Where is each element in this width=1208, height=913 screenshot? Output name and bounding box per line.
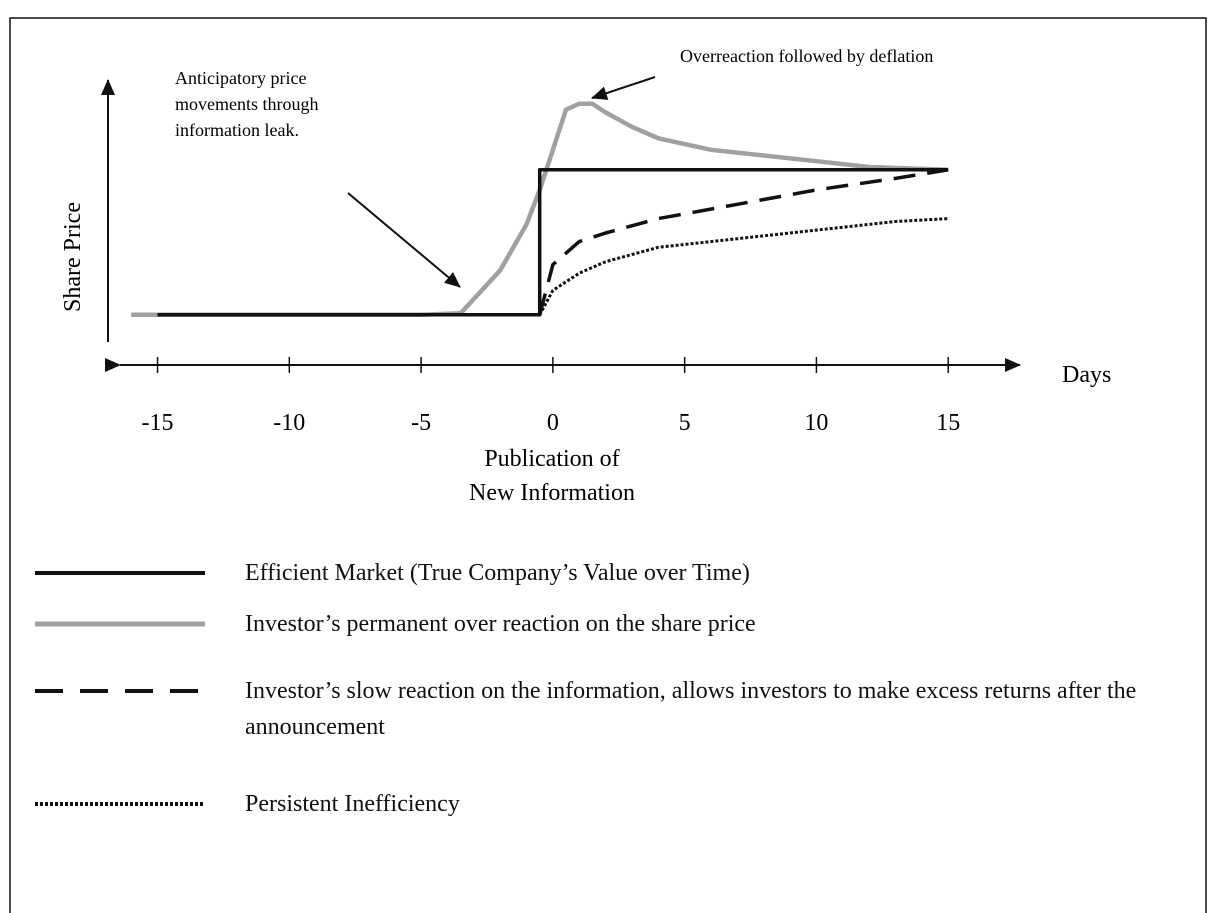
legend-label: Efficient Market (True Company’s Value o… bbox=[245, 560, 750, 586]
annotation: movements through bbox=[175, 94, 318, 114]
annotation: information leak. bbox=[175, 120, 299, 140]
series-line bbox=[131, 101, 949, 318]
annotation-arrow bbox=[347, 192, 461, 288]
x-tick-label: 0 bbox=[547, 410, 559, 436]
x-tick-label: -5 bbox=[411, 410, 431, 436]
x-tick-label: 10 bbox=[804, 410, 828, 436]
x-note: New Information bbox=[469, 480, 635, 506]
annotation: Anticipatory price bbox=[175, 68, 306, 88]
series-line bbox=[538, 168, 949, 316]
x-tick-label: -15 bbox=[142, 410, 174, 436]
x-note: Publication of bbox=[484, 446, 619, 472]
legend-label: Investor’s slow reaction on the informat… bbox=[245, 678, 1137, 740]
annotation-arrow bbox=[591, 76, 656, 100]
legend-label: Investor’s permanent over reaction on th… bbox=[245, 611, 756, 637]
x-axis-label: Days bbox=[1062, 362, 1111, 388]
annotation: Overreaction followed by deflation bbox=[680, 46, 933, 66]
x-tick-label: 5 bbox=[679, 410, 691, 436]
series-line bbox=[157, 168, 949, 317]
x-tick-label: 15 bbox=[936, 410, 960, 436]
frame bbox=[9, 17, 1207, 913]
legend-label: Persistent Inefficiency bbox=[245, 791, 460, 817]
x-tick-label: -10 bbox=[273, 410, 305, 436]
y-axis-label: Share Price bbox=[60, 202, 86, 312]
series-line bbox=[538, 217, 949, 316]
